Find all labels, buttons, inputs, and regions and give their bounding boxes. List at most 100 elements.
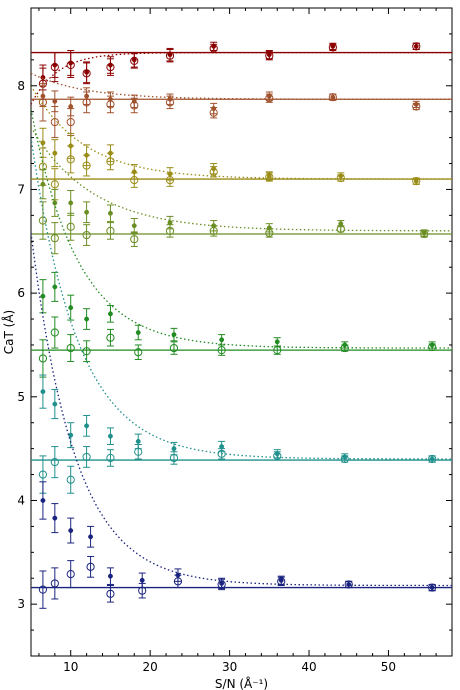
filled-point [266,52,272,58]
open-point [134,348,143,357]
open-point [66,222,75,231]
filled-point [40,293,46,299]
filled-point [413,101,419,107]
open-point [106,453,115,463]
fit-curve [31,109,452,349]
filled-point [139,577,145,583]
filled-point [167,171,173,177]
filled-point [52,284,58,290]
filled-point [84,209,90,215]
filled-point [84,93,90,99]
open-point [82,230,91,240]
filled-point [219,337,225,343]
open-point [106,333,115,342]
x-axis-label: S/N (Å⁻¹) [215,676,268,690]
x-tick-label: 50 [381,660,396,674]
filled-point [219,580,225,586]
x-tick-label: 10 [63,660,78,674]
filled-point [413,43,419,49]
fit-curve [31,51,452,105]
filled-point [40,389,46,395]
filled-point [107,210,113,216]
filled-point [88,534,94,540]
series-6 [31,232,452,609]
open-point [86,562,95,571]
filled-point [330,94,336,100]
y-tick-label: 4 [17,493,25,507]
open-point [66,117,75,127]
filled-point [211,43,217,49]
filled-point [40,498,46,503]
x-tick-label: 20 [143,660,158,674]
open-point [169,343,179,353]
filled-point [52,150,58,156]
filled-point [107,433,113,439]
open-point [50,579,59,588]
filled-point [167,220,173,226]
axes-layer: 10 20 30 40 50 3 4 5 6 7 8 [17,7,452,674]
filled-point [68,305,74,311]
series-4 [31,109,452,378]
fit-curve [31,126,452,232]
open-point [50,328,59,337]
filled-point [68,528,74,533]
filled-point [52,401,58,407]
filled-point [107,96,113,102]
filled-point [171,446,177,452]
open-point [38,585,48,594]
series-1 [31,72,452,139]
open-point [82,347,91,356]
filled-point [330,43,336,49]
open-point [66,475,75,484]
filled-point [84,423,90,429]
open-point [50,458,59,467]
filled-point [131,169,137,175]
open-point [217,346,226,355]
open-point [38,216,48,225]
open-point [66,343,75,353]
filled-point [175,572,181,578]
filled-point [52,98,58,104]
y-tick-label: 6 [17,286,25,300]
filled-point [171,332,177,338]
filled-point [274,339,280,345]
filled-point [167,96,173,102]
open-point [38,354,48,363]
series-5 [31,137,452,494]
filled-point [211,166,217,172]
filled-point [135,438,141,444]
x-tick-label: 30 [222,660,237,674]
filled-point [107,62,113,68]
y-tick-label: 3 [17,597,25,611]
filled-point [429,456,435,462]
series-2 [31,85,452,201]
filled-point [219,444,225,450]
filled-point [40,140,46,146]
open-point [38,470,48,479]
filled-point [52,515,58,521]
filled-point [68,60,74,66]
series-layer [31,41,452,609]
open-point [82,452,91,462]
filled-point [84,152,90,158]
filled-point [346,582,352,587]
series-0 [31,41,452,105]
filled-point [68,143,74,149]
filled-point [429,585,435,591]
series-3 [31,126,452,255]
filled-point [266,173,272,179]
filled-point [40,93,46,99]
filled-point [342,454,348,460]
filled-point [107,573,113,579]
open-point [66,569,75,579]
open-point [106,589,115,598]
filled-point [131,98,137,104]
filled-point [266,93,272,99]
x-tick-label: 40 [301,660,316,674]
filled-point [68,200,74,206]
filled-point [131,57,137,63]
open-point [50,234,59,243]
filled-point [266,225,272,231]
y-tick-label: 8 [17,79,25,93]
